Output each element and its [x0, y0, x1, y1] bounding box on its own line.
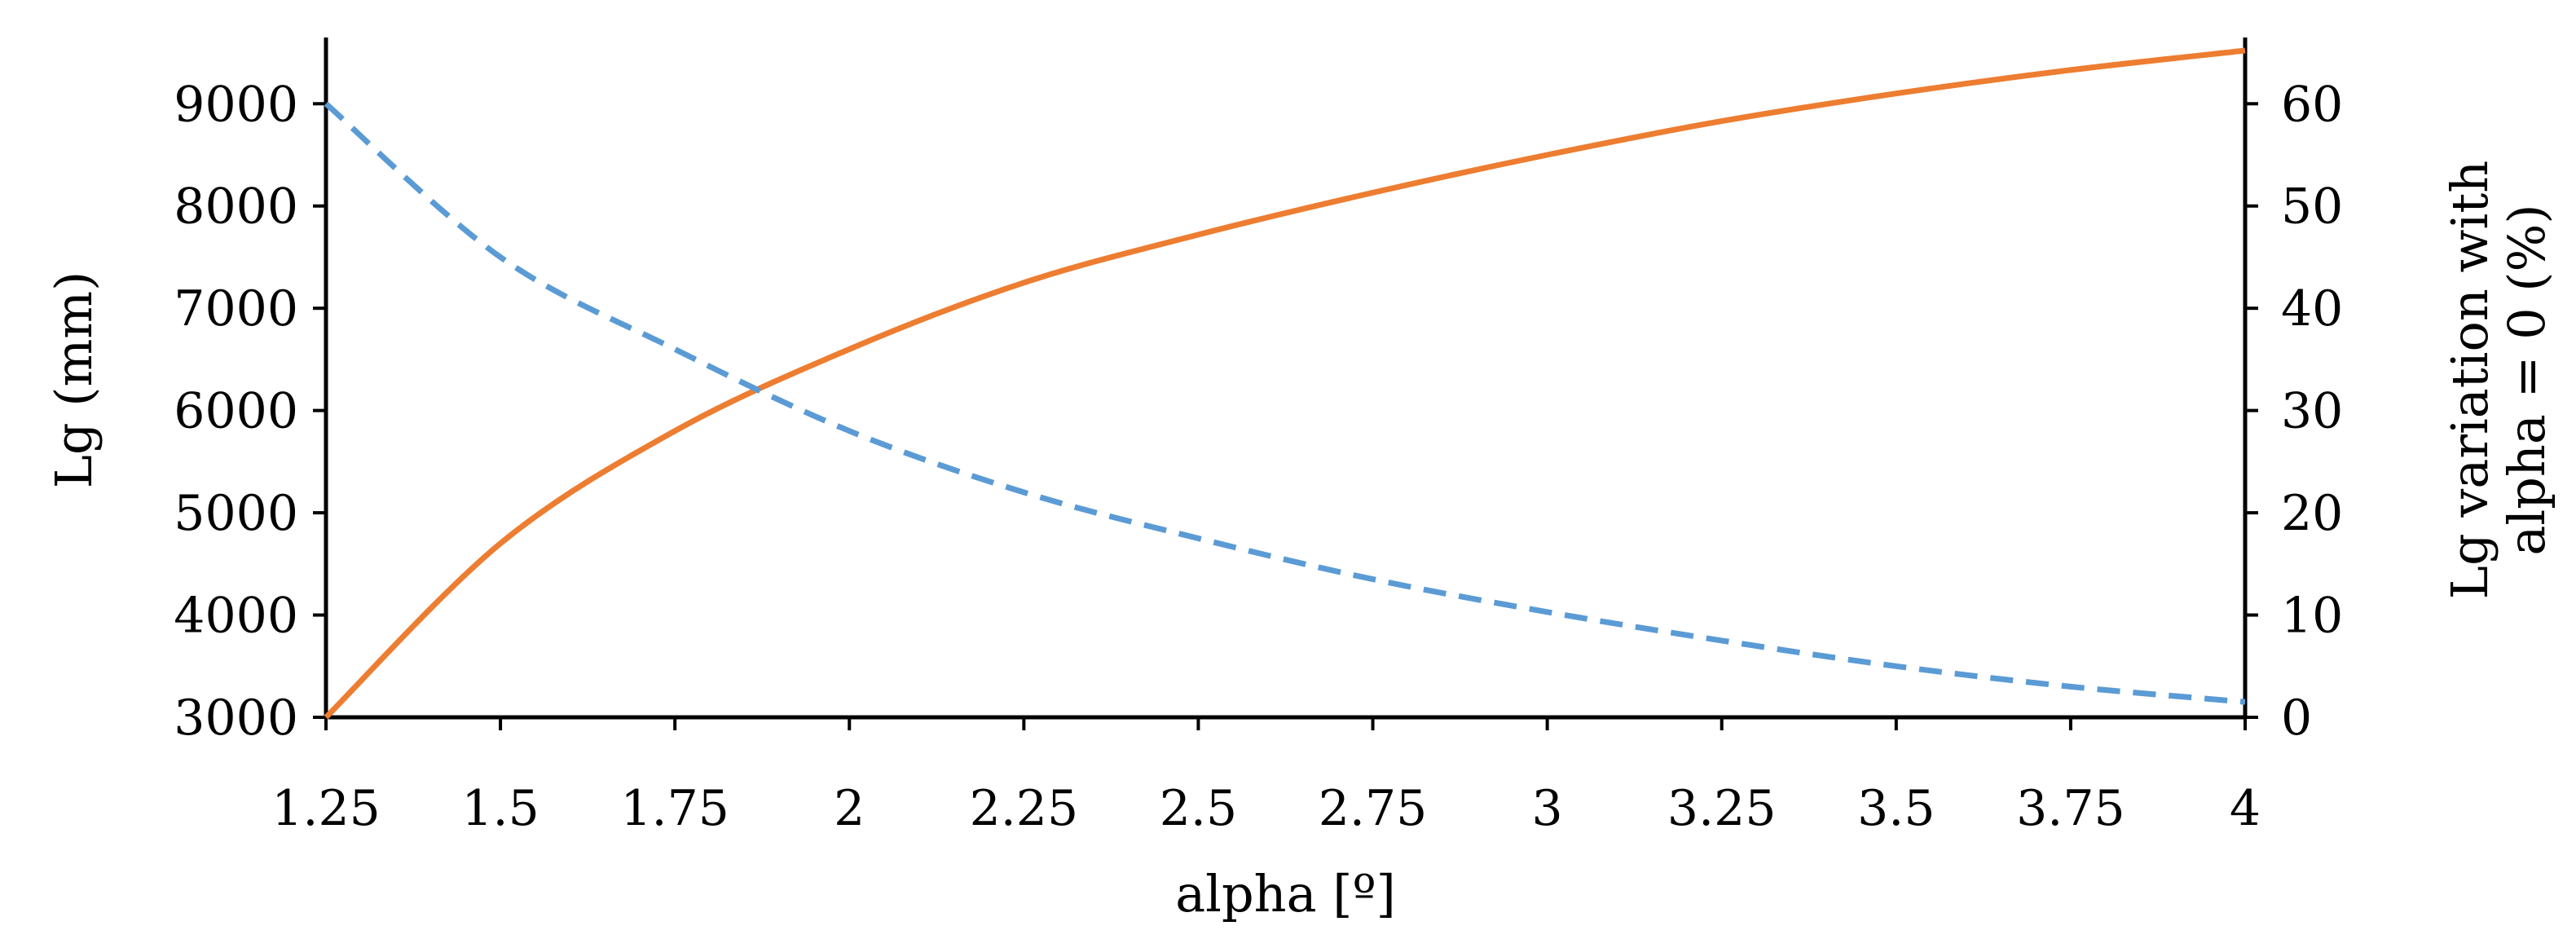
y-left-tick-label: 9000: [174, 76, 298, 133]
y-right-tick-label: 60: [2281, 76, 2343, 133]
x-tick-label: 1.25: [271, 780, 381, 837]
x-tick-label: 4: [2230, 780, 2261, 837]
y-right-tick-label: 0: [2281, 690, 2312, 747]
y-right-axis-title-line-2: alpha = 0 (%): [2497, 204, 2556, 555]
y-left-tick-label: 5000: [174, 485, 298, 542]
y-right-tick-label: 50: [2281, 179, 2343, 236]
labels-layer: alpha [º] Lg (mm) Lg variation with alph…: [44, 76, 2556, 924]
x-tick-label: 2.25: [970, 780, 1079, 837]
x-tick-label: 2: [834, 780, 865, 837]
x-tick-label: 3.75: [2016, 780, 2125, 837]
y-right-tick-label: 20: [2281, 485, 2343, 542]
x-tick-label: 2.75: [1319, 780, 1428, 837]
y-left-tick-label: 3000: [174, 690, 298, 747]
x-tick-label: 2.5: [1160, 780, 1237, 837]
y-left-tick-label: 4000: [174, 588, 298, 645]
variation-percent-series-line: [324, 101, 2246, 705]
y-left-axis-title: Lg (mm): [44, 271, 103, 489]
x-tick-label: 3: [1532, 780, 1563, 837]
y-right-tick-label: 40: [2281, 280, 2343, 337]
x-tick-label: 1.5: [461, 780, 539, 837]
x-tick-label: 3.5: [1857, 780, 1935, 837]
axes-layer: [313, 37, 2258, 730]
y-left-tick-label: 7000: [174, 280, 298, 337]
y-right-axis-title-line-1: Lg variation with: [2440, 161, 2499, 599]
series-layer: [324, 47, 2246, 720]
x-tick-label: 1.75: [620, 780, 729, 837]
x-tick-label: 3.25: [1667, 780, 1777, 837]
x-axis-title: alpha [º]: [1175, 864, 1396, 924]
y-right-tick-label: 10: [2281, 588, 2343, 645]
y-left-tick-label: 8000: [174, 179, 298, 236]
y-left-tick-label: 6000: [174, 383, 298, 440]
y-right-tick-label: 30: [2281, 383, 2343, 440]
lg-mm-series-line: [324, 47, 2246, 720]
